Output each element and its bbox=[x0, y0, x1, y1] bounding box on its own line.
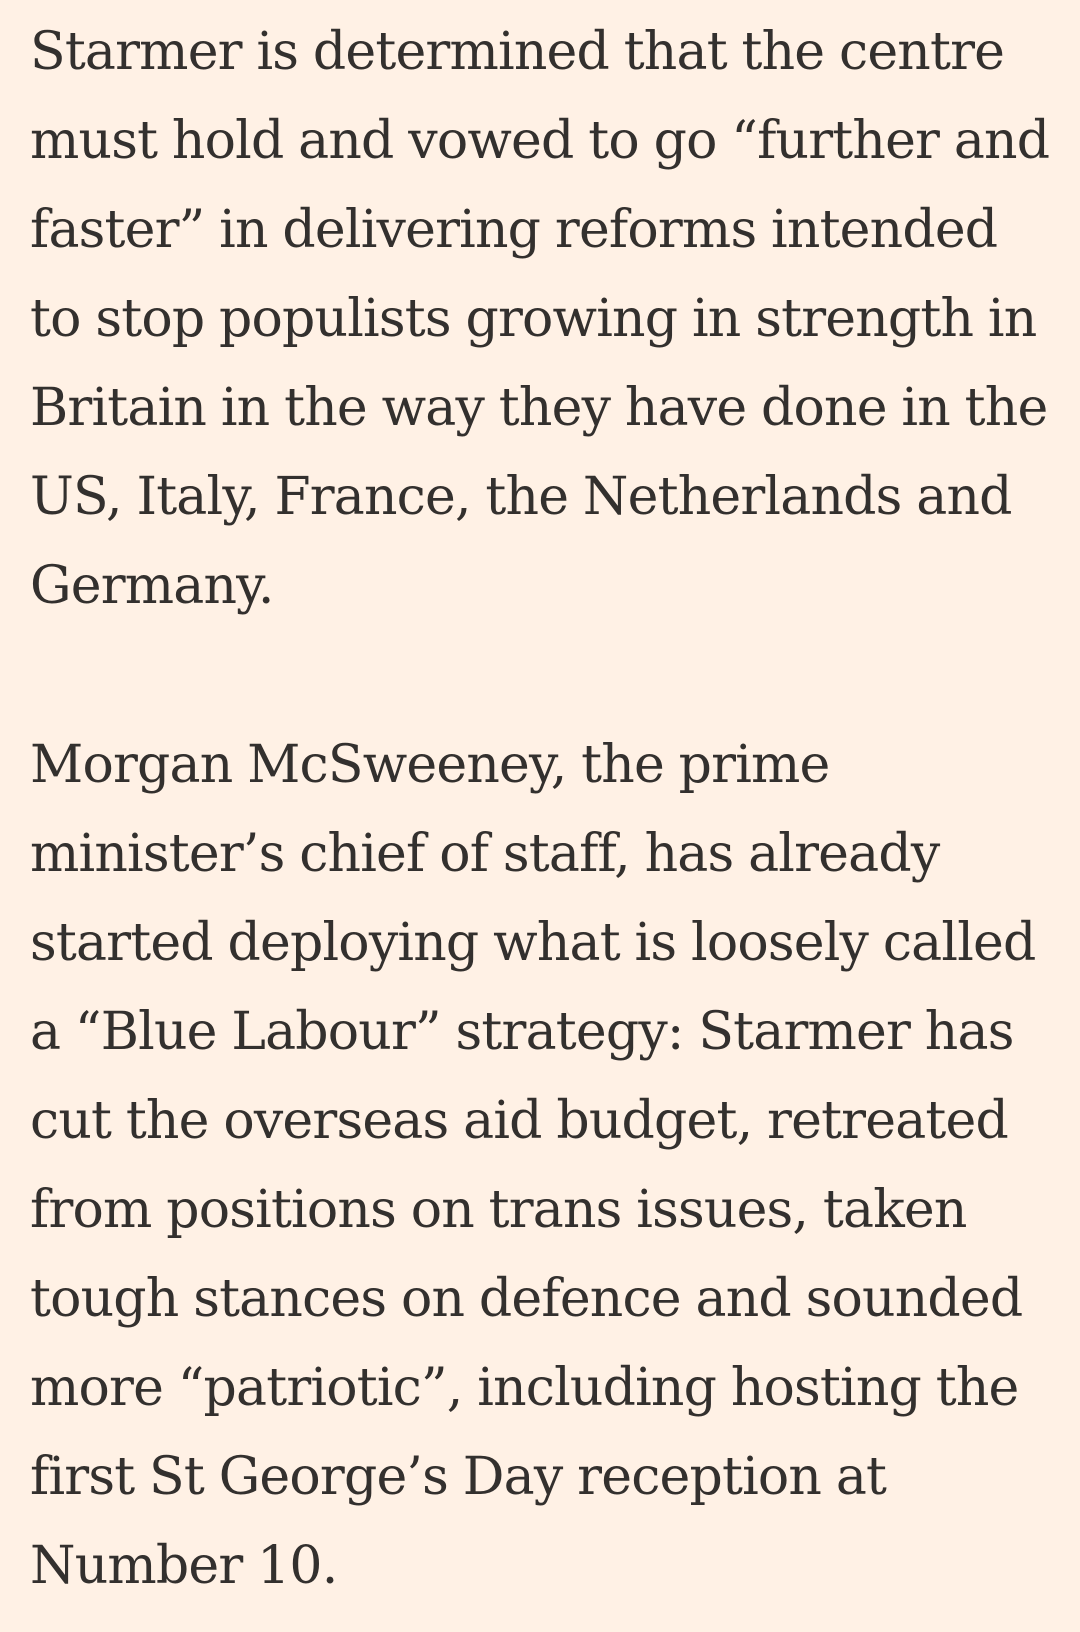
article-paragraph: Morgan McSweeney, the prime minister’s c… bbox=[30, 735, 1036, 1596]
article-paragraph: Starmer is determined that the centre mu… bbox=[30, 22, 1050, 616]
